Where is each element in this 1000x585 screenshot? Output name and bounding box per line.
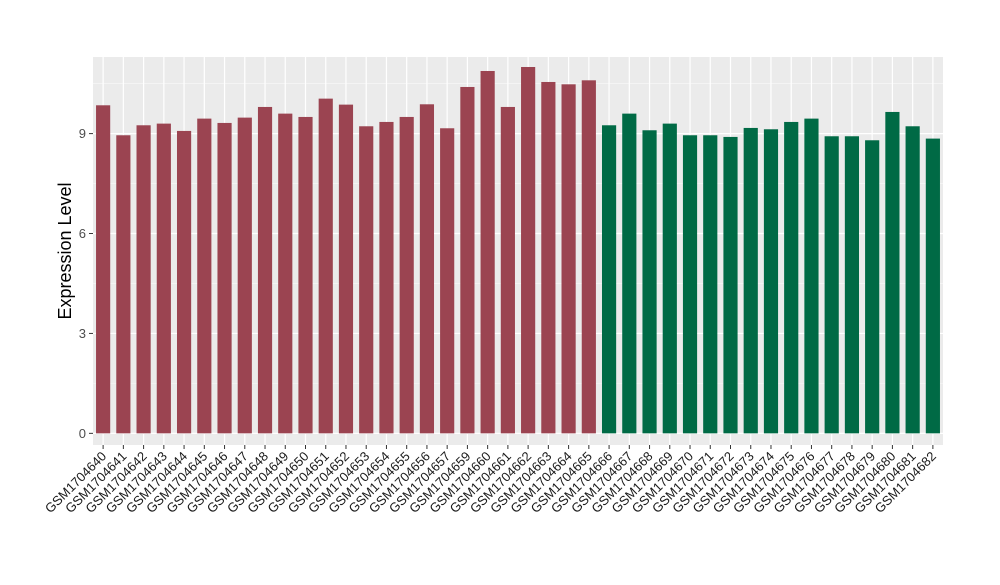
bar-GSM1704679	[865, 140, 880, 434]
bar-GSM1704670	[682, 135, 698, 434]
bar-GSM1704662	[521, 66, 536, 434]
bar-GSM1704671	[703, 135, 718, 434]
bar-GSM1704666	[601, 125, 617, 434]
bar-GSM1704646	[217, 122, 232, 434]
bar-GSM1704661	[500, 106, 515, 434]
bar-GSM1704682	[925, 138, 940, 434]
y-tick-label: 3	[79, 326, 86, 341]
bar-GSM1704664	[561, 84, 576, 434]
bar-GSM1704673	[743, 127, 758, 434]
bar-GSM1704652	[338, 104, 354, 434]
bar-GSM1704654	[379, 121, 394, 434]
bar-GSM1704677	[824, 136, 839, 434]
bar-GSM1704643	[156, 123, 171, 434]
bar-series	[96, 66, 940, 434]
bar-GSM1704665	[581, 80, 596, 434]
bar-GSM1704647	[237, 117, 252, 434]
minor-gridlines	[93, 83, 943, 384]
bar-GSM1704653	[359, 126, 374, 434]
bar-GSM1704680	[885, 111, 900, 434]
bar-GSM1704663	[541, 81, 556, 434]
bar-GSM1704669	[662, 123, 677, 434]
bar-GSM1704642	[136, 125, 151, 434]
y-axis-label: Expression Level	[55, 182, 75, 319]
bar-GSM1704651	[318, 98, 333, 434]
y-tick-label: 6	[79, 226, 86, 241]
y-tick-label: 9	[79, 126, 86, 141]
plot-panel	[93, 57, 943, 445]
bar-GSM1704645	[197, 118, 212, 434]
bar-GSM1704681	[905, 126, 920, 434]
bar-GSM1704674	[763, 129, 779, 434]
bar-GSM1704678	[844, 136, 860, 434]
y-tick-label: 0	[79, 426, 86, 441]
y-axis: 0 3 6 9	[79, 126, 93, 441]
bar-GSM1704656	[419, 104, 435, 434]
bar-GSM1704648	[257, 106, 273, 434]
x-axis: GSM1704640GSM1704641GSM1704642GSM1704643…	[42, 445, 939, 516]
bar-GSM1704659	[460, 86, 475, 434]
bar-GSM1704644	[176, 130, 192, 434]
bar-GSM1704672	[723, 136, 738, 434]
bar-GSM1704650	[298, 116, 313, 434]
bar-GSM1704655	[399, 116, 414, 434]
bar-GSM1704675	[784, 121, 799, 434]
bar-GSM1704660	[480, 70, 495, 434]
bar-GSM1704676	[804, 118, 819, 434]
bar-GSM1704667	[622, 113, 637, 434]
bar-GSM1704668	[642, 130, 657, 434]
bar-GSM1704649	[278, 113, 293, 434]
bar-GSM1704657	[440, 128, 455, 434]
bar-GSM1704640	[96, 105, 111, 434]
bar-GSM1704641	[116, 135, 131, 434]
